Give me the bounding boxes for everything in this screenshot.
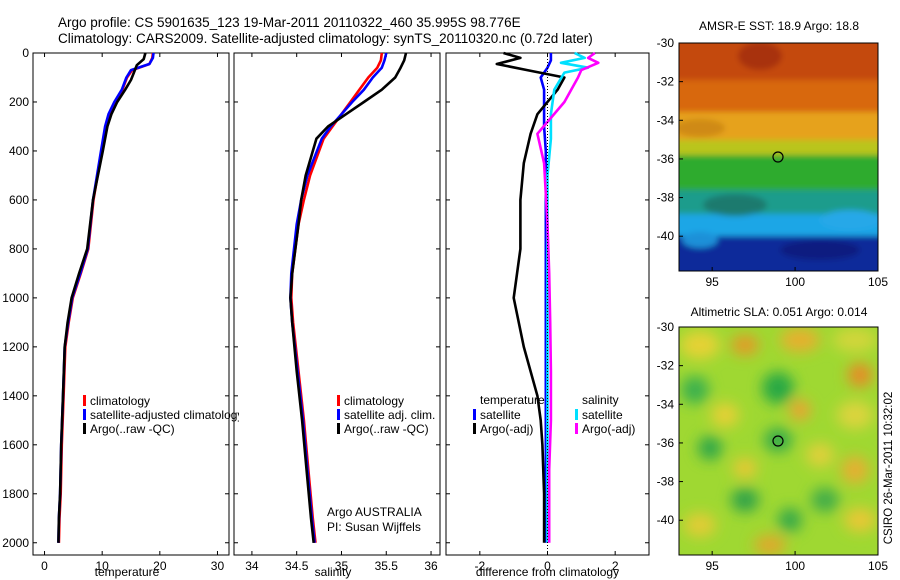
salinity-xtick-label: 34 <box>245 559 259 573</box>
difference-xlabel: difference from climatology <box>476 565 619 579</box>
legend-temp-argo-swatch <box>473 423 476 434</box>
depth-tick-label: 1800 <box>2 487 29 501</box>
sla-field <box>680 328 877 555</box>
depth-tick-label: 200 <box>9 95 29 109</box>
depth-tick-label: 400 <box>9 144 29 158</box>
depth-tick-label: 600 <box>9 193 29 207</box>
sst-map-axes: 95 100 105 -30 -32 -34 -36 -38 -40 <box>657 36 889 289</box>
depth-tick-label: 0 <box>22 46 29 60</box>
argo-credit-label: Argo AUSTRALIA <box>327 505 422 519</box>
salinity-panel: 34 34.5 35 35.5 36 salinity climatologysatelli… <box>233 52 441 579</box>
map-xtick-label: 105 <box>868 275 888 289</box>
legend-climatology-label: climatology <box>344 394 404 408</box>
depth-tick-label: 2000 <box>2 536 29 550</box>
legend-argo-swatch <box>337 423 340 434</box>
legend-satellite-swatch <box>337 409 340 420</box>
legend-satellite-label: satellite adj. clim. <box>344 408 435 422</box>
temperature-xtick-label: 20 <box>153 559 167 573</box>
salinity-series-2 <box>289 52 408 543</box>
map-ytick-label: -32 <box>657 359 675 373</box>
map-xtick-label: 100 <box>785 275 805 289</box>
legend-salinity-title: salinity <box>582 393 619 407</box>
map-ytick-label: -38 <box>657 191 675 205</box>
map-ytick-label: -30 <box>657 320 675 334</box>
difference-series-2 <box>546 51 590 543</box>
sst-argo-marker <box>772 151 784 163</box>
map-xtick-label: 100 <box>785 559 805 573</box>
figure-title-line2: Climatology: CARS2009. Satellite-adjuste… <box>58 31 593 46</box>
map-ytick-label: -34 <box>657 397 675 411</box>
temperature-plot-frame <box>32 52 230 556</box>
difference-series-1 <box>495 51 566 543</box>
salinity-xtick-label: 35.5 <box>375 559 399 573</box>
difference-series-3 <box>536 51 600 543</box>
difference-legend: temperaturesatelliteArgo(-adj)salinitysa… <box>473 393 635 436</box>
depth-tick-label: 1200 <box>2 340 29 354</box>
sst-map-title: AMSR-E SST: 18.9 Argo: 18.8 <box>699 19 859 33</box>
legend-temp-satellite-swatch <box>473 409 476 420</box>
salinity-xtick-label: 36 <box>424 559 438 573</box>
legend-climatology-swatch <box>337 395 340 406</box>
legend-sal-satellite-label: satellite <box>582 408 623 422</box>
legend-satellite-label: satellite-adjusted climatology <box>90 408 243 422</box>
temperature-panel: 0 200 400 600 800 1000 1200 1400 1600 1800 2000 0 10… <box>2 46 243 579</box>
legend-climatology-label: climatology <box>90 394 150 408</box>
legend-temp-argo-label: Argo(-adj) <box>480 422 533 436</box>
temperature-xtick-label: 0 <box>41 559 48 573</box>
legend-temperature-title: temperature <box>480 393 545 407</box>
salinity-xlabel: salinity <box>315 565 352 579</box>
salinity-series-1 <box>289 52 388 543</box>
difference-xtick-label: 2 <box>612 559 619 573</box>
legend-sal-argo-label: Argo(-adj) <box>582 422 635 436</box>
sst-map-panel: AMSR-E SST: 18.9 Argo: 18.8 95 100 105 <box>657 19 889 289</box>
map-ytick-label: -38 <box>657 475 675 489</box>
legend-satellite-swatch <box>83 409 86 420</box>
sla-map-panel: Altimetric SLA: 0.051 Argo: 0.014 <box>657 305 889 573</box>
map-ytick-label: -34 <box>657 113 675 127</box>
map-xtick-label: 95 <box>705 559 719 573</box>
difference-xtick-label: 0 <box>544 559 551 573</box>
legend-climatology-swatch <box>83 395 86 406</box>
depth-tick-label: 800 <box>9 242 29 256</box>
map-ytick-label: -40 <box>657 513 675 527</box>
depth-tick-label: 1000 <box>2 291 29 305</box>
salinity-xtick-label: 34.5 <box>285 559 309 573</box>
map-ytick-label: -32 <box>657 75 675 89</box>
depth-tick-label: 1600 <box>2 438 29 452</box>
map-ytick-label: -36 <box>657 436 675 450</box>
legend-temp-satellite-label: satellite <box>480 408 521 422</box>
map-ytick-label: -30 <box>657 36 675 50</box>
map-xtick-label: 105 <box>868 559 888 573</box>
temperature-xtick-label: 10 <box>95 559 109 573</box>
sla-map-axes: 95 100 105 -30 -32 -34 -36 -38 -40 <box>657 320 889 573</box>
figure-title-line1: Argo profile: CS 5901635_123 19-Mar-2011… <box>58 15 521 30</box>
depth-tick-label: 1400 <box>2 389 29 403</box>
pi-credit-label: PI: Susan Wijffels <box>327 520 421 534</box>
sla-argo-marker <box>772 435 784 447</box>
temperature-xlabel: temperature <box>95 565 160 579</box>
legend-sal-argo-swatch <box>575 423 578 434</box>
side-timestamp-label: CSIRO 26-Mar-2011 10:32:02 <box>883 392 895 545</box>
salinity-plot-frame <box>233 52 441 556</box>
temperature-series-2 <box>57 52 147 543</box>
map-ytick-label: -40 <box>657 229 675 243</box>
legend-argo-label: Argo(..raw -QC) <box>90 422 175 436</box>
legend-argo-swatch <box>83 423 86 434</box>
legend-sal-satellite-swatch <box>575 409 578 420</box>
sla-map-title: Altimetric SLA: 0.051 Argo: 0.014 <box>691 305 868 319</box>
legend-argo-label: Argo(..raw -QC) <box>344 422 429 436</box>
map-ytick-label: -36 <box>657 152 675 166</box>
sst-field <box>679 43 878 271</box>
salinity-series-0 <box>289 52 384 543</box>
salinity-xtick-label: 35 <box>335 559 349 573</box>
difference-xtick-label: -2 <box>474 559 485 573</box>
temperature-xtick-label: 30 <box>211 559 225 573</box>
map-xtick-label: 95 <box>705 275 719 289</box>
